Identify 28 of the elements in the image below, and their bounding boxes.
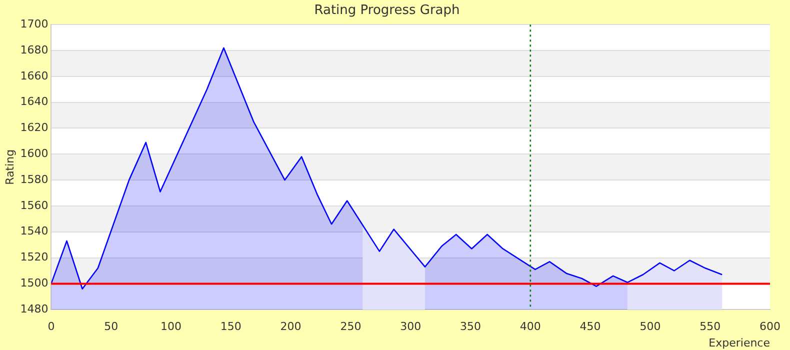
x-tick-label: 450 — [580, 320, 601, 334]
y-tick-label: 1560 — [20, 198, 48, 212]
x-tick-label: 100 — [160, 320, 182, 334]
y-tick-label: 1500 — [20, 276, 48, 290]
x-tick-label: 350 — [460, 320, 481, 334]
x-tick-label: 300 — [400, 320, 422, 334]
y-tick-label: 1620 — [20, 121, 48, 134]
x-axis-title: Experience — [708, 336, 770, 350]
x-tick-label: 400 — [520, 320, 541, 334]
y-tick-label: 1520 — [20, 250, 48, 264]
chart-title: Rating Progress Graph — [314, 3, 460, 18]
y-tick-label: 1660 — [20, 69, 48, 82]
y-tick-label: 1540 — [20, 224, 48, 238]
y-tick-label: 1580 — [20, 172, 48, 186]
x-tick-label: 150 — [220, 320, 242, 334]
x-tick-label: 250 — [340, 320, 362, 334]
x-tick-label: 0 — [48, 320, 55, 334]
x-tick-label: 550 — [700, 320, 721, 334]
y-tick-label: 1680 — [20, 43, 48, 56]
y-tick-label: 1600 — [20, 147, 48, 160]
x-tick-label: 500 — [640, 320, 661, 334]
y-tick-label: 1700 — [20, 17, 48, 30]
y-tick-label: 1640 — [20, 95, 48, 108]
y-tick-label: 1480 — [20, 302, 48, 316]
y-axis-title: Rating — [3, 149, 16, 185]
x-tick-label: 200 — [280, 320, 302, 334]
x-tick-label: 600 — [760, 320, 780, 334]
x-tick-label: 50 — [104, 320, 118, 334]
